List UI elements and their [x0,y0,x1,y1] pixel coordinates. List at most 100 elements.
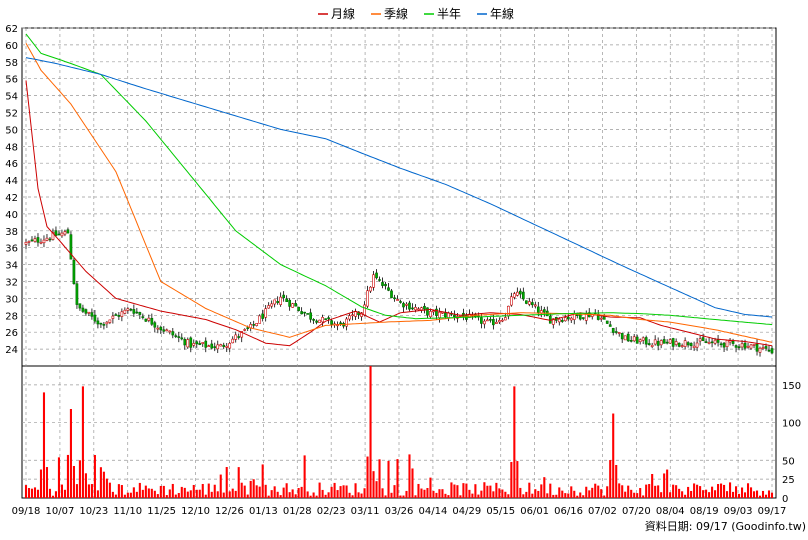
price-tick-label: 52 [5,109,18,120]
volume-bar [183,487,186,498]
volume-bar [75,484,78,498]
candle-body [524,300,528,304]
candle-body [276,301,280,304]
price-tick-label: 34 [5,261,18,272]
candle-body [243,329,247,331]
price-tick-label: 40 [5,210,18,221]
volume-bar [405,490,408,498]
volume-bar [159,485,162,498]
volume-bar [336,490,339,498]
volume-bar [570,486,573,498]
volume-bar [474,484,477,498]
volume-bar [291,489,294,498]
price-tick-label: 56 [5,75,18,86]
volume-bar [630,489,633,498]
candle-body [216,344,220,350]
volume-bar [618,483,621,498]
volume-bar [450,482,453,498]
ma-line-半年 [25,33,773,326]
candle-body [530,302,534,306]
candle-body [144,318,148,322]
volume-bar [516,461,519,498]
volume-bar [441,489,444,498]
candle-body [96,320,100,325]
legend-label: 季線 [384,6,408,21]
candle-body [764,346,768,349]
candle-body [737,346,741,349]
candle-body [330,320,333,325]
candle-body [644,337,648,345]
candle-body [234,334,238,340]
volume-bar [96,490,99,498]
candle-body [177,336,181,338]
volume-bar [546,493,549,498]
candle-body [495,321,498,324]
volume-bar [609,460,612,498]
candle-body [605,320,609,324]
volume-bar [758,495,762,498]
candle-body [704,341,708,343]
candle-body [375,272,378,279]
volume-bar [633,492,636,498]
volume-bar [540,484,543,498]
candle-body [30,239,34,242]
volume-bar [537,490,540,498]
candle-body [87,311,91,314]
candle-body [285,298,288,302]
volume-bar [480,490,483,498]
candle-body [198,343,202,345]
volume-bar [201,483,204,498]
volume-bar [675,485,678,498]
candle-body [159,326,163,331]
volume-bar [423,489,426,498]
x-tick-label: 09/18 [12,506,41,517]
volume-bar [330,486,333,498]
candle-body [141,316,145,318]
volume-bar [711,486,714,498]
volume-bar [567,493,570,498]
volume-bar [198,489,201,498]
volume-bar [108,482,111,498]
candle-body [713,339,717,344]
volume-bar [45,467,49,498]
volume-bar [726,491,729,498]
candle-body [650,344,654,347]
volume-bar [372,471,375,498]
volume-bar [755,490,759,498]
volume-bar [111,491,114,498]
candle-body [123,309,127,314]
candle-body [408,302,411,310]
candle-body [381,282,384,286]
candle-body [414,307,417,311]
volume-bar [93,454,96,498]
volume-bar [543,477,546,498]
volume-bar [534,489,537,498]
legend-label: 月線 [331,6,355,21]
candle-body [84,309,88,314]
volume-bar [627,485,630,498]
volume-tick-label: 150 [782,381,801,392]
price-tick-label: 44 [5,176,18,187]
volume-bar [471,493,474,498]
volume-bar [168,489,171,498]
candle-body [632,336,636,342]
volume-bar [42,392,46,498]
candle-body [225,345,229,348]
volume-bar [657,485,660,498]
candle-body [156,327,160,330]
candle-body [282,294,285,299]
volume-bar [693,483,696,498]
candle-body [429,311,432,318]
price-tick-label: 50 [5,125,18,136]
candle-body [692,345,696,348]
volume-bar [321,489,324,498]
volume-bar [510,461,513,498]
candle-body [75,283,79,305]
candle-body [665,341,669,344]
x-tick-label: 11/10 [113,506,142,517]
volume-bar [114,494,117,498]
candle-body [372,274,375,288]
volume-bar [375,481,378,498]
volume-bar [60,484,63,498]
volume-bar [309,495,312,498]
